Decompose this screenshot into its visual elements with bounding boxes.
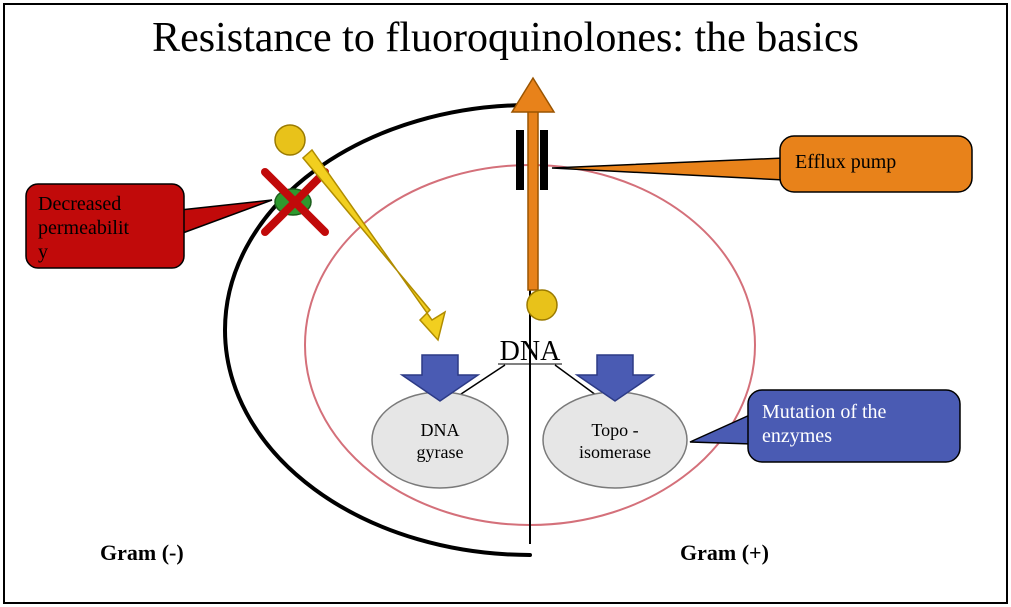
mutation-text-1: Mutation of the (762, 401, 887, 423)
mutation-callout: Mutation of the enzymes (690, 390, 960, 462)
decreased-permeability-text-1: Decreased (38, 193, 121, 215)
mutation-arrow-left-icon (402, 355, 478, 401)
gram-negative-label: Gram (-) (100, 540, 184, 565)
dna-gyrase-label-2: gyrase (417, 442, 464, 462)
blocked-cross-icon (265, 172, 325, 232)
drug-molecule-outside-icon (275, 125, 305, 155)
entry-arrow-icon (303, 150, 445, 340)
dna-gyrase-icon (372, 392, 508, 488)
efflux-pump-callout: Efflux pump (552, 136, 972, 192)
decreased-permeability-callout: Decreased permeabilit y (26, 184, 272, 268)
gram-positive-label: Gram (+) (680, 540, 769, 565)
topoisomerase-icon (543, 392, 687, 488)
decreased-permeability-text-3: y (38, 241, 48, 263)
dna-label: DNA (500, 336, 561, 367)
mutation-arrow-right-icon (577, 355, 653, 401)
topoisomerase-label-1: Topo - (591, 420, 638, 440)
dna-gyrase-label-1: DNA (421, 420, 460, 440)
efflux-pump-icon (512, 78, 554, 290)
mutation-text-2: enzymes (762, 425, 832, 447)
topoisomerase-label-2: isomerase (579, 442, 651, 462)
efflux-pump-text: Efflux pump (795, 151, 896, 173)
decreased-permeability-text-2: permeabilit (38, 217, 130, 239)
drug-molecule-inside-icon (527, 290, 557, 320)
diagram-svg: DNA DNA gyrase Topo - isomerase Decrease… (0, 0, 1011, 607)
